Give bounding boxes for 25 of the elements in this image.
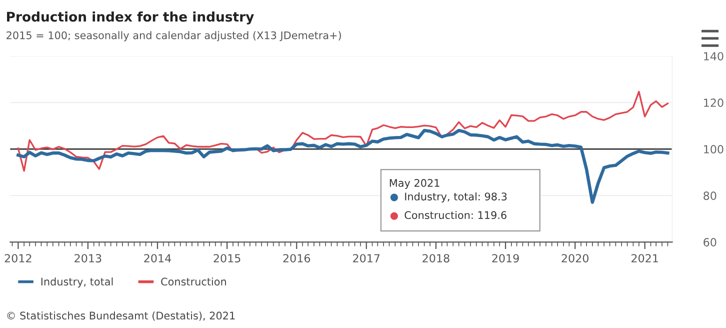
chart-subtitle: 2015 = 100; seasonally and calendar adjusted (X13 JDemetra+) [6,31,341,42]
annotation: Industry, total: 98.3 [405,192,507,202]
y-tick-label: 100 [704,145,724,154]
x-tick-label: 2020 [562,254,588,262]
y-tick-label: 120 [704,98,724,107]
legend-label: Industry, total [41,277,113,288]
y-tick-label: 140 [704,52,724,60]
annotation: Construction: 119.6 [404,210,506,220]
legend-label: Construction [161,277,226,286]
x-tick-label: 2015 [214,254,240,262]
x-tick-label: 2012 [4,254,32,262]
x-tick-label: 2014 [144,254,172,262]
annotation: May 2021 [390,179,440,189]
x-tick-label: 2019 [492,254,519,262]
x-tick-label: 2013 [74,254,102,262]
line-series [17,90,669,172]
x-tick-label: 2018 [422,254,450,262]
line-series [16,128,670,204]
y-tick-label: 80 [704,192,716,200]
text: © Statistisches Bundesamt (Destatis), 2021 [7,311,235,321]
chart-title: Production index for the industry [7,11,254,24]
x-tick-label: 2016 [283,254,310,262]
y-tick-label: 60 [704,238,716,246]
x-tick-label: 2017 [353,254,380,262]
x-tick-label: 2021 [632,254,658,262]
